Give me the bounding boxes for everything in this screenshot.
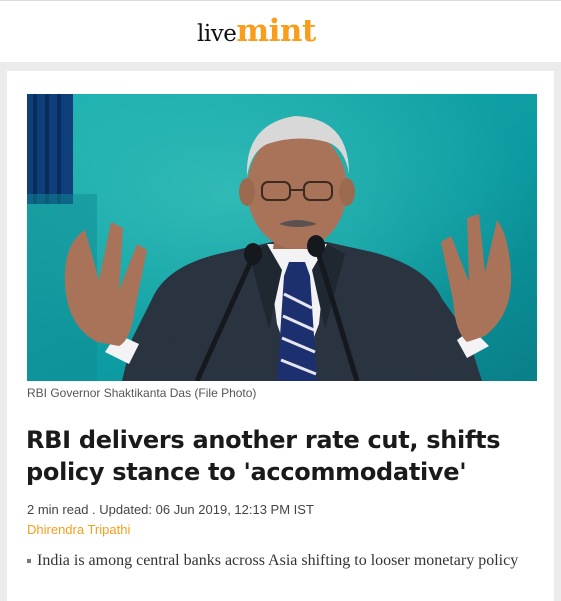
article-headline: RBI delivers another rate cut, shifts po… [26,426,501,486]
logo-text-live: live [197,21,237,47]
rbi-governor-photo [27,94,537,381]
summary-list-item: India is among central banks across Asia… [27,551,537,571]
article-meta: 2 min read . Updated: 06 Jun 2019, 12:13… [27,502,314,517]
logo-text-mint: mint [236,13,316,49]
summary-text: India is among central banks across Asia… [37,552,519,569]
livemint-logo[interactable]: live mint [197,13,316,53]
image-caption: RBI Governor Shaktikanta Das (File Photo… [27,386,257,400]
site-header: live mint [0,0,561,62]
article-card: RBI Governor Shaktikanta Das (File Photo… [7,71,554,601]
bullet-icon [27,559,31,563]
author-link[interactable]: Dhirendra Tripathi [27,522,131,537]
article-hero-image [27,94,537,381]
